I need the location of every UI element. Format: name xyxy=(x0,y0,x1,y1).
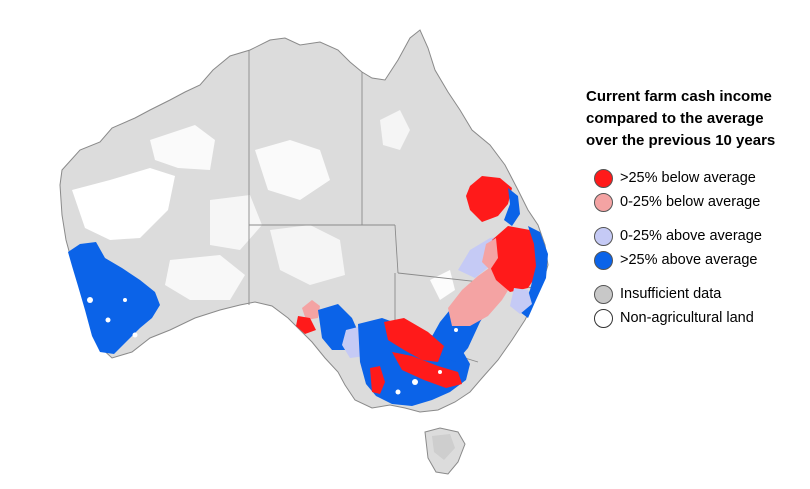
sa-pink-region xyxy=(302,300,320,320)
sa-se-red-region xyxy=(370,366,385,394)
white-circle-icon xyxy=(594,308,613,328)
legend-label: Insufficient data xyxy=(620,286,722,302)
legend-item-pink: 0-25% below average xyxy=(586,190,808,214)
blue-circle-icon xyxy=(594,250,613,270)
australia-map xyxy=(59,29,549,475)
map-legend: Current farm cash income compared to the… xyxy=(586,86,808,330)
legend-label: >25% above average xyxy=(620,252,758,268)
qld-south-pink-region xyxy=(482,238,498,270)
pink-circle-icon xyxy=(594,192,613,212)
wa-blue-region xyxy=(68,242,160,354)
red-circle-icon xyxy=(594,168,613,188)
tasmania-insufficient-data xyxy=(432,434,455,460)
white-speckles xyxy=(87,297,458,395)
legend-item-gray: Insufficient data xyxy=(586,282,808,306)
legend-item-white: Non-agricultural land xyxy=(586,306,808,330)
east-coast-lavender-region xyxy=(510,288,532,314)
legend-label: Non-agricultural land xyxy=(620,310,754,326)
legend-title: Current farm cash income compared to the… xyxy=(586,88,776,149)
murray-red-region xyxy=(384,318,444,362)
qld-central-blue-fringe xyxy=(504,188,520,226)
sa-red-region xyxy=(296,316,316,334)
legend-item-lavender: 0-25% above average xyxy=(586,224,808,248)
legend-label: 0-25% above average xyxy=(620,228,762,244)
legend-item-red: >25% below average xyxy=(586,166,808,190)
gray-circle-icon xyxy=(594,284,613,304)
legend-label: 0-25% below average xyxy=(620,194,761,210)
mainland-australia xyxy=(59,29,549,413)
qld-central-red-region xyxy=(466,176,512,222)
east-coast-blue-region xyxy=(520,226,548,318)
lavender-circle-icon xyxy=(594,226,613,246)
qld-south-red-region xyxy=(488,226,542,292)
vic-red-region xyxy=(392,352,462,388)
nsw-pink-region xyxy=(448,266,512,326)
legend-label: >25% below average xyxy=(620,170,756,186)
legend-item-blue: >25% above average xyxy=(586,248,808,272)
